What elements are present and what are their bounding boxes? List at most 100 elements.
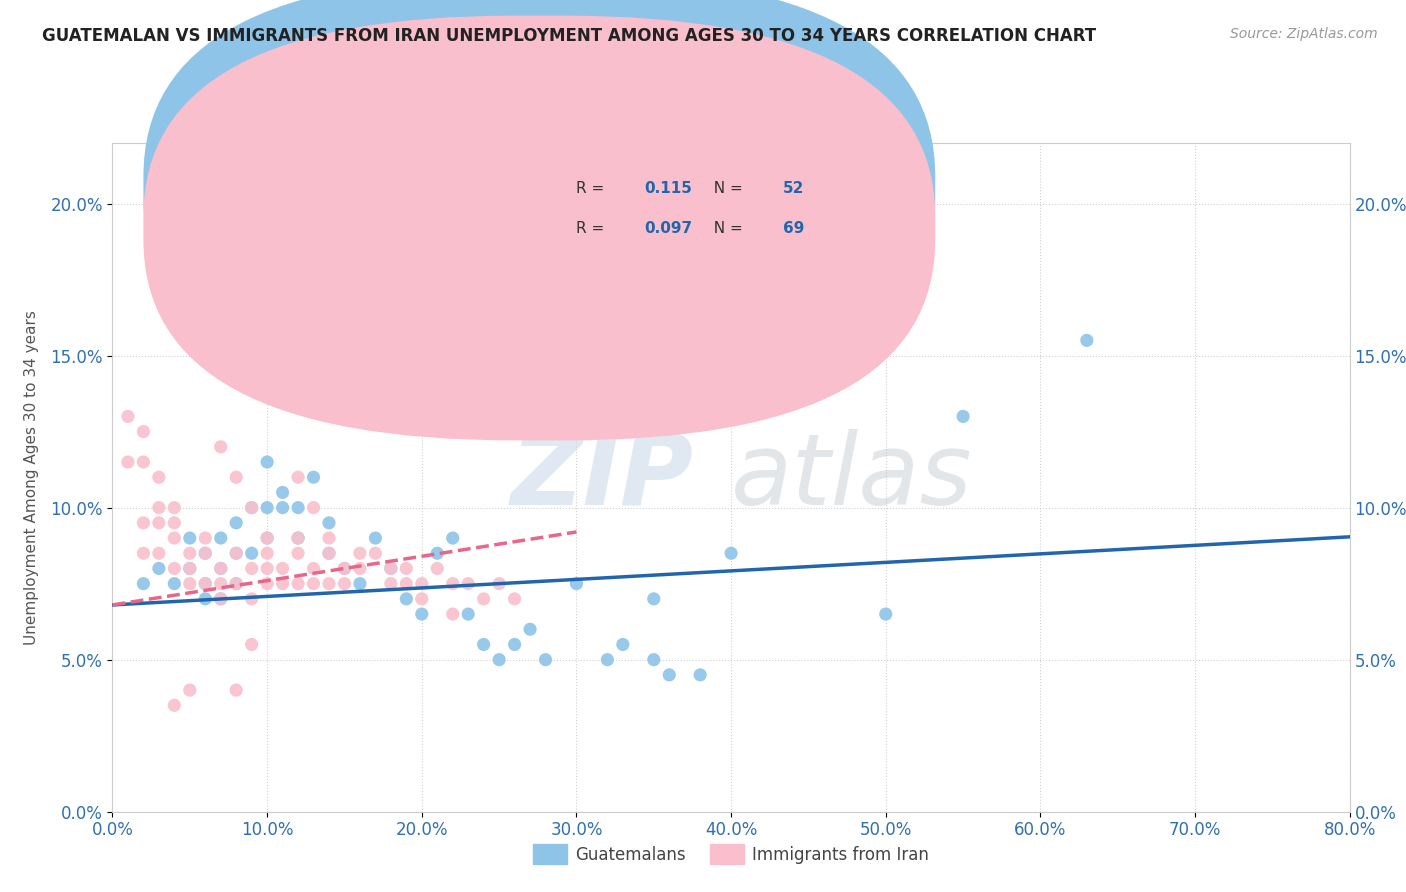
Point: [225, 546, 247, 560]
Point: [596, 653, 619, 667]
Point: [179, 561, 201, 575]
Point: [240, 591, 263, 606]
Point: [302, 470, 325, 484]
Point: [349, 561, 371, 575]
Point: [503, 591, 526, 606]
Legend: Guatemalans, Immigrants from Iran: Guatemalans, Immigrants from Iran: [526, 838, 936, 871]
Point: [643, 591, 665, 606]
FancyBboxPatch shape: [143, 0, 935, 401]
Point: [318, 546, 340, 560]
Point: [163, 500, 186, 515]
Point: [209, 576, 232, 591]
Point: [333, 561, 356, 575]
Point: [333, 576, 356, 591]
Point: [287, 500, 309, 515]
Point: [256, 576, 278, 591]
Point: [720, 546, 742, 560]
Point: [132, 546, 155, 560]
Point: [441, 531, 464, 545]
Text: N =: N =: [704, 181, 748, 195]
Point: [441, 607, 464, 621]
Point: [148, 561, 170, 575]
Point: [488, 653, 510, 667]
Point: [333, 561, 356, 575]
Text: 0.097: 0.097: [644, 221, 693, 235]
Point: [148, 500, 170, 515]
Point: [287, 531, 309, 545]
Point: [194, 531, 217, 545]
Point: [426, 561, 449, 575]
Point: [194, 591, 217, 606]
Point: [209, 561, 232, 575]
FancyBboxPatch shape: [496, 163, 868, 257]
Point: [209, 440, 232, 454]
Point: [194, 576, 217, 591]
Point: [302, 576, 325, 591]
Point: [534, 653, 557, 667]
Point: [194, 546, 217, 560]
Point: [380, 561, 402, 575]
Point: [349, 576, 371, 591]
Point: [364, 531, 387, 545]
Point: [256, 546, 278, 560]
Point: [148, 516, 170, 530]
Point: [287, 546, 309, 560]
Point: [503, 637, 526, 651]
Point: [302, 500, 325, 515]
Point: [163, 698, 186, 713]
Point: [271, 576, 294, 591]
Point: [302, 561, 325, 575]
Point: [240, 561, 263, 575]
Point: [209, 561, 232, 575]
Point: [256, 561, 278, 575]
Text: atlas: atlas: [731, 429, 973, 525]
Point: [163, 516, 186, 530]
Text: R =: R =: [576, 181, 610, 195]
Text: Source: ZipAtlas.com: Source: ZipAtlas.com: [1230, 27, 1378, 41]
Point: [179, 561, 201, 575]
Point: [349, 546, 371, 560]
Point: [194, 546, 217, 560]
Text: 69: 69: [783, 221, 804, 235]
Point: [318, 516, 340, 530]
Point: [318, 576, 340, 591]
Point: [240, 637, 263, 651]
Point: [380, 576, 402, 591]
Point: [209, 531, 232, 545]
Point: [117, 409, 139, 424]
Point: [952, 409, 974, 424]
Point: [411, 607, 433, 621]
Point: [565, 576, 588, 591]
Point: [256, 531, 278, 545]
Point: [225, 683, 247, 698]
Point: [426, 546, 449, 560]
Point: [457, 576, 479, 591]
Text: 52: 52: [783, 181, 804, 195]
Point: [225, 546, 247, 560]
Point: [380, 561, 402, 575]
Text: N =: N =: [704, 221, 748, 235]
Point: [240, 546, 263, 560]
Point: [179, 546, 201, 560]
Text: ZIP: ZIP: [510, 429, 695, 525]
Point: [411, 591, 433, 606]
Point: [457, 607, 479, 621]
Point: [132, 576, 155, 591]
Point: [240, 500, 263, 515]
Point: [271, 485, 294, 500]
Point: [395, 591, 418, 606]
FancyBboxPatch shape: [143, 16, 935, 441]
Y-axis label: Unemployment Among Ages 30 to 34 years: Unemployment Among Ages 30 to 34 years: [24, 310, 39, 645]
Point: [132, 425, 155, 439]
Point: [163, 576, 186, 591]
Point: [117, 455, 139, 469]
Point: [287, 531, 309, 545]
Point: [148, 546, 170, 560]
Point: [148, 470, 170, 484]
Point: [225, 470, 247, 484]
Point: [689, 668, 711, 682]
Point: [225, 516, 247, 530]
Point: [132, 455, 155, 469]
Point: [179, 683, 201, 698]
Point: [225, 576, 247, 591]
